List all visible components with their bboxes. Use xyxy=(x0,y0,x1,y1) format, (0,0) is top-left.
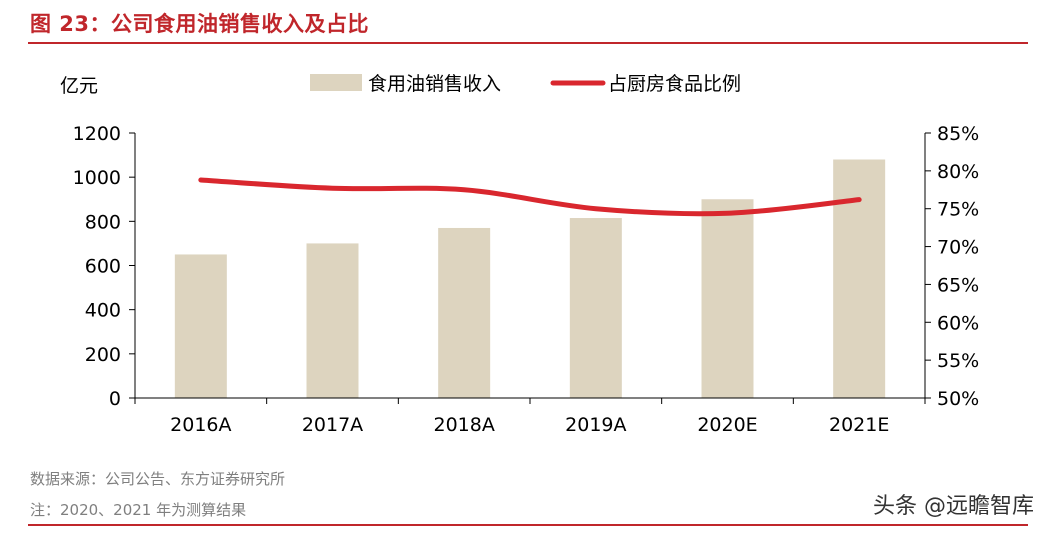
y-left-tick-label: 400 xyxy=(85,300,121,322)
y-left-axis-label: 亿元 xyxy=(60,75,98,97)
bar-2019A xyxy=(569,218,622,398)
y-left-tick-label: 1000 xyxy=(73,167,121,189)
bar-2017A xyxy=(306,243,359,398)
y-left-tick-label: 600 xyxy=(85,256,121,278)
y-left-tick-label: 200 xyxy=(85,344,121,366)
legend-label-line: 占厨房食品比例 xyxy=(608,73,741,95)
x-tick-label: 2021E xyxy=(829,414,889,436)
bar-2021E xyxy=(833,159,886,398)
title-divider xyxy=(28,42,1028,44)
y-left-tick-label: 1200 xyxy=(73,123,121,145)
legend: 食用油销售收入 占厨房食品比例 xyxy=(310,73,741,95)
bar-2018A xyxy=(438,227,491,398)
y-right-tick-label: 65% xyxy=(937,274,979,296)
bar-2016A xyxy=(174,254,227,398)
legend-swatch-bar xyxy=(310,74,362,91)
footer-divider xyxy=(28,524,1028,526)
combo-chart: 食用油销售收入 占厨房食品比例 0 200 400 600 800 1000 1200 50% 5… xyxy=(60,73,979,436)
y-right-tick-label: 50% xyxy=(937,388,979,410)
series-line-kitchen-share xyxy=(198,177,862,217)
y-left-tick-label: 800 xyxy=(85,211,121,233)
y-right-tick-label: 60% xyxy=(937,312,979,334)
line-series xyxy=(198,177,862,217)
x-tick-label: 2017A xyxy=(302,414,363,436)
legend-label-bar: 食用油销售收入 xyxy=(368,73,501,95)
source-note: 数据来源：公司公告、东方证券研究所 xyxy=(30,470,286,488)
y-right-tick-label: 80% xyxy=(937,161,979,183)
y-right-tick-label: 55% xyxy=(937,350,979,372)
estimate-note: 注：2020、2021 年为测算结果 xyxy=(30,501,247,519)
y-right-tick-label: 85% xyxy=(937,123,979,145)
bar-series xyxy=(174,159,886,398)
watermark: 头条 @远瞻智库 xyxy=(873,494,1034,519)
x-tick-label: 2020E xyxy=(697,414,757,436)
x-tick-label: 2018A xyxy=(433,414,494,436)
y-right-tick-label: 75% xyxy=(937,199,979,221)
y-left-tick-label: 0 xyxy=(109,388,121,410)
figure-title: 图 23：公司食用油销售收入及占比 xyxy=(30,12,370,36)
x-tick-label: 2016A xyxy=(170,414,231,436)
y-right-tick-label: 70% xyxy=(937,237,979,259)
x-tick-label: 2019A xyxy=(565,414,626,436)
axes: 0 200 400 600 800 1000 1200 50% 55% 60% 65% 70% 75% 8… xyxy=(60,75,979,436)
bar-2020E xyxy=(701,199,754,398)
